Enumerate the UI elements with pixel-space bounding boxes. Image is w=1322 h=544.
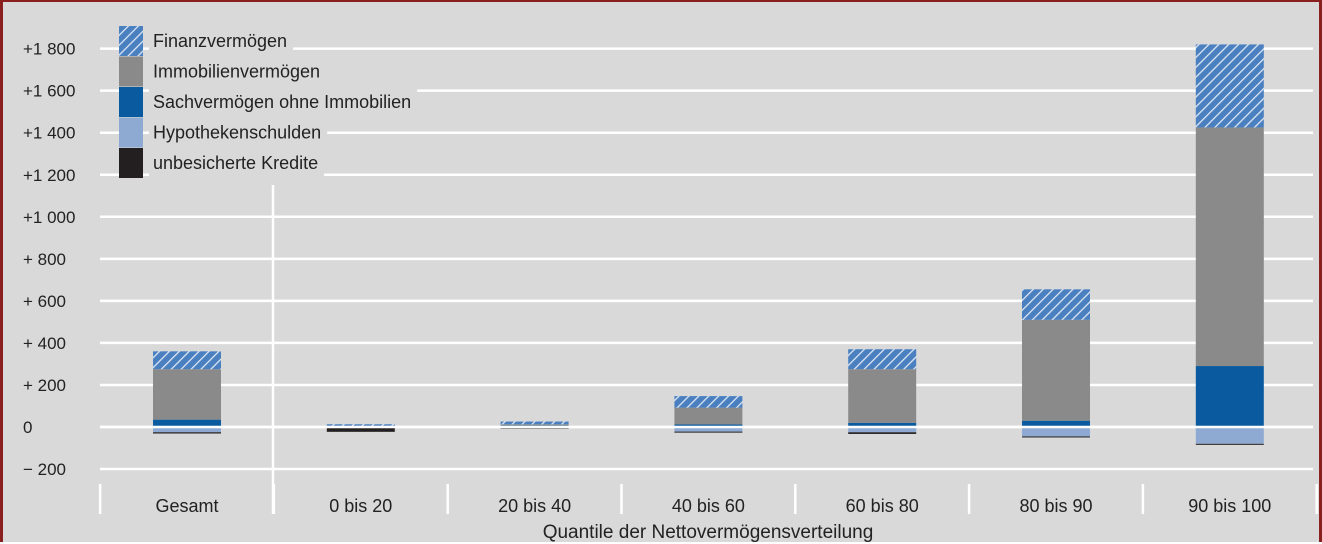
bar-segment-hypothekenschulden (1195, 427, 1264, 444)
bar-segment-sachvermogen-ohne-immobilien (674, 424, 743, 427)
y-tick-label: + 600 (23, 292, 66, 311)
bar-group-60-bis-80 (848, 349, 917, 434)
bar-segment-immobilienvermogen (848, 369, 917, 423)
legend: Finanzvermögen Immobilienvermögen Sachverm… (119, 26, 418, 178)
y-tick-label: − 200 (23, 460, 66, 479)
bar-segment-unbesicherte-kredite (1195, 443, 1264, 445)
legend-item-finanzvermogen: Finanzvermögen (119, 26, 294, 56)
bar-segment-finanzvermogen (848, 349, 917, 370)
legend-item-sachvermogen-ohne-immobilien: Sachvermögen ohne Immobilien (119, 87, 418, 117)
y-tick-label: + 400 (23, 334, 66, 353)
y-tick-label: +1 600 (23, 82, 75, 101)
legend-label: Hypothekenschulden (153, 123, 321, 143)
y-tick-label: +1 800 (23, 40, 75, 59)
x-tick-label: 20 bis 40 (498, 496, 571, 516)
bar-segment-unbesicherte-kredite (326, 428, 395, 432)
legend-swatch (119, 87, 143, 117)
bar-segment-finanzvermogen (153, 351, 221, 370)
bar-segment-finanzvermogen (674, 396, 743, 408)
legend-label: Finanzvermögen (153, 31, 287, 51)
x-tick-label: 0 bis 20 (329, 496, 392, 516)
bar-segment-unbesicherte-kredite (674, 431, 743, 433)
bar-segment-sachvermogen-ohne-immobilien (1195, 366, 1264, 427)
legend-swatch (119, 26, 143, 56)
x-axis-tick-labels: Gesamt 0 bis 20 20 bis 40 40 bis 60 60 bis 8… (155, 496, 1271, 516)
bar-group-gesamt (153, 351, 221, 434)
bar-segment-immobilienvermogen (674, 407, 743, 425)
y-tick-label: +1 000 (23, 208, 75, 227)
legend-label-bg (149, 119, 328, 146)
x-tick-label: Gesamt (155, 496, 218, 516)
x-tick-label: 60 bis 80 (846, 496, 919, 516)
legend-label-bg (149, 28, 294, 54)
chart-svg: +1 800 +1 600 +1 400 +1 200 +1 000 + 800 + 600… (23, 26, 1318, 543)
legend-label: unbesicherte Kredite (153, 153, 318, 173)
bar-segment-hypothekenschulden (153, 427, 221, 433)
bar-segment-sachvermogen-ohne-immobilien (1022, 420, 1090, 427)
legend-item-immobilienvermogen: Immobilienvermögen (119, 56, 327, 87)
legend-item-unbesicherte-kredite: unbesicherte Kredite (119, 148, 325, 178)
bar-segment-unbesicherte-kredite (1022, 436, 1090, 438)
bar-segment-finanzvermogen (1022, 289, 1090, 320)
legend-label-bg (149, 58, 327, 85)
bar-segment-finanzvermogen (1195, 44, 1264, 128)
y-axis-tick-labels: +1 800 +1 600 +1 400 +1 200 +1 000 + 800 + 600… (23, 40, 75, 479)
legend-swatch (119, 148, 143, 178)
bar-group-90-bis-100 (1195, 44, 1264, 445)
bar-group-80-bis-90 (1022, 289, 1090, 438)
bar-segment-hypothekenschulden (848, 427, 917, 433)
bar-group-40-bis-60 (674, 396, 743, 433)
bar-segment-hypothekenschulden (674, 427, 743, 432)
legend-label-bg (149, 89, 418, 115)
bar-segment-immobilienvermogen (153, 369, 221, 420)
x-tick-label: 40 bis 60 (672, 496, 745, 516)
bar-segment-unbesicherte-kredite (153, 432, 221, 434)
y-tick-label: + 200 (23, 376, 66, 395)
legend-swatch (119, 117, 143, 148)
stacked-bars (100, 44, 1313, 445)
legend-swatch (119, 56, 143, 87)
bar-segment-immobilienvermogen (500, 424, 569, 426)
x-axis-label: Quantile der Nettovermögensverteilung (543, 522, 874, 543)
bar-segment-unbesicherte-kredite (848, 432, 917, 434)
y-tick-label: +1 200 (23, 166, 75, 185)
bar-segment-immobilienvermogen (1022, 319, 1090, 421)
bar-segment-sachvermogen-ohne-immobilien (153, 419, 221, 427)
bar-segment-hypothekenschulden (1022, 427, 1090, 437)
y-tick-label: 0 (23, 418, 32, 437)
bar-segment-finanzvermogen (326, 424, 395, 426)
category-separators (98, 185, 1318, 514)
bar-segment-sachvermogen-ohne-immobilien (848, 422, 917, 427)
legend-label: Sachvermögen ohne Immobilien (153, 92, 411, 112)
x-tick-label: 80 bis 90 (1019, 496, 1092, 516)
legend-item-hypothekenschulden: Hypothekenschulden (119, 117, 328, 148)
bar-segment-finanzvermogen (500, 421, 569, 425)
legend-label: Immobilienvermögen (153, 62, 320, 82)
legend-label-bg (149, 150, 325, 176)
bar-segment-immobilienvermogen (1195, 127, 1264, 367)
y-tick-label: +1 400 (23, 124, 75, 143)
y-tick-label: + 800 (23, 250, 66, 269)
x-tick-label: 90 bis 100 (1188, 496, 1271, 516)
